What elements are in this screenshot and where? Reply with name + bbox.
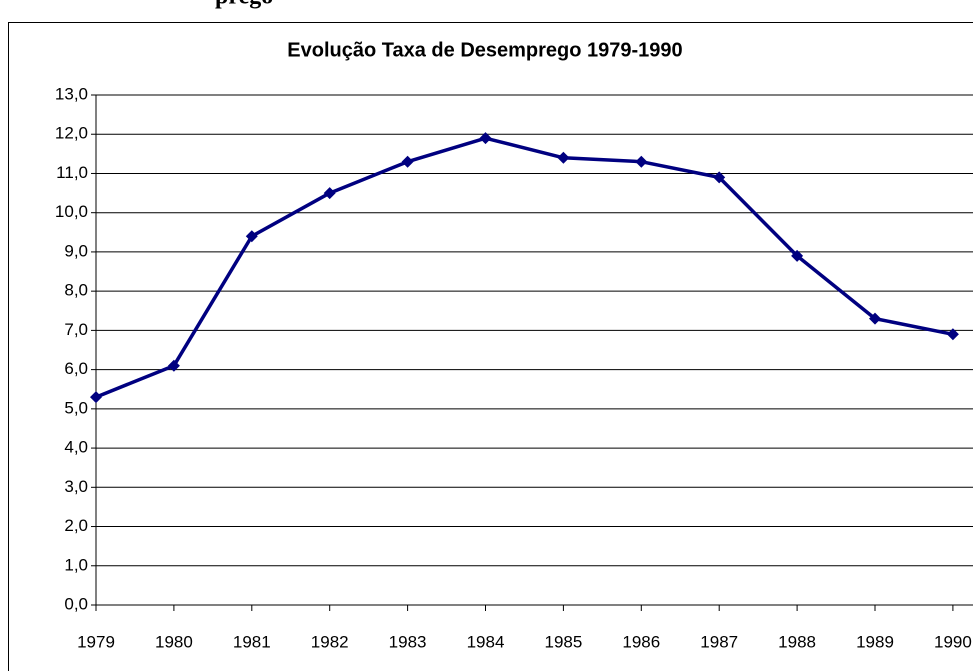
x-tick-label: 1989 <box>856 632 894 651</box>
x-tick-label: 1990 <box>934 632 972 651</box>
data-point <box>791 249 804 262</box>
y-tick-label: 2,0 <box>64 516 88 535</box>
y-tick-label: 13,0 <box>55 84 88 103</box>
x-tick-label: 1980 <box>155 632 193 651</box>
y-tick-label: 11,0 <box>56 163 88 182</box>
data-point <box>557 151 570 164</box>
x-tick-label: 1982 <box>311 632 349 651</box>
y-tick-label: 8,0 <box>64 281 88 300</box>
x-tick-label: 1988 <box>778 632 816 651</box>
y-tick-label: 1,0 <box>64 555 88 574</box>
page-heading: prego <box>215 0 273 10</box>
data-point <box>946 328 959 341</box>
x-tick-label: 1981 <box>233 632 271 651</box>
chart-frame <box>8 22 973 671</box>
data-point <box>167 359 180 372</box>
x-tick-label: 1983 <box>389 632 427 651</box>
data-point <box>401 155 414 168</box>
y-tick-label: 6,0 <box>64 359 88 378</box>
x-tick-label: 1979 <box>77 632 115 651</box>
chart-title: Evolução Taxa de Desemprego 1979-1990 <box>287 39 682 61</box>
data-point <box>90 391 102 404</box>
x-tick-label: 1985 <box>544 632 582 651</box>
y-tick-label: 3,0 <box>64 477 88 496</box>
x-tick-label: 1986 <box>622 632 660 651</box>
data-point <box>245 230 258 243</box>
data-point <box>635 155 648 168</box>
data-point <box>869 312 881 325</box>
y-tick-label: 7,0 <box>64 320 88 339</box>
data-point <box>479 132 492 145</box>
y-tick-label: 4,0 <box>64 438 88 457</box>
y-tick-label: 12,0 <box>55 124 88 143</box>
y-tick-label: 10,0 <box>55 202 88 221</box>
data-point <box>713 171 726 184</box>
y-tick-label: 9,0 <box>64 241 88 260</box>
series-line <box>95 136 954 399</box>
x-tick-label: 1987 <box>700 632 738 651</box>
x-tick-label: 1984 <box>467 632 505 651</box>
data-point <box>323 187 336 200</box>
y-tick-label: 0,0 <box>64 594 88 613</box>
y-tick-label: 5,0 <box>64 398 88 417</box>
